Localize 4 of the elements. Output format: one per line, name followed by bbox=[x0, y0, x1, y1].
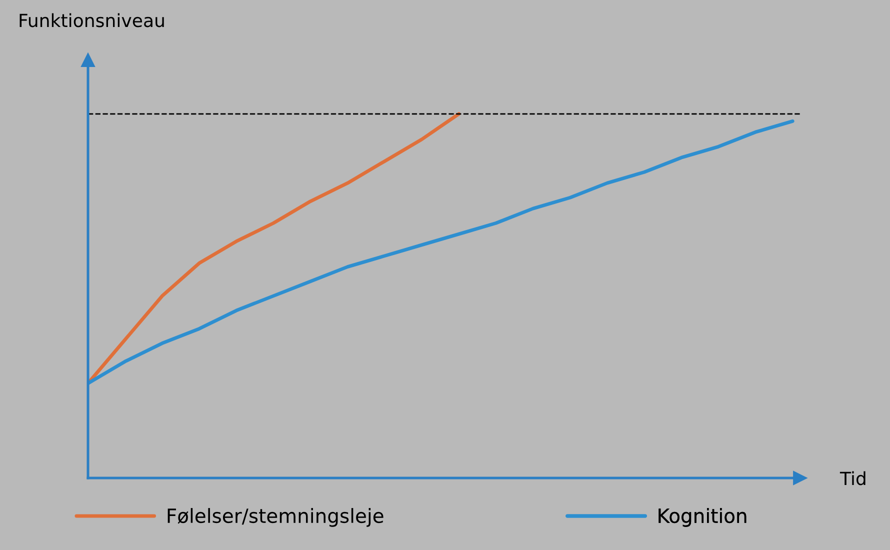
legend-label: Følelser/stemningsleje bbox=[168, 508, 384, 527]
x-axis-title: Tid bbox=[840, 471, 866, 486]
legend-label: Kognition bbox=[658, 508, 746, 527]
y-axis-title: Funktionsniveau bbox=[20, 13, 164, 28]
